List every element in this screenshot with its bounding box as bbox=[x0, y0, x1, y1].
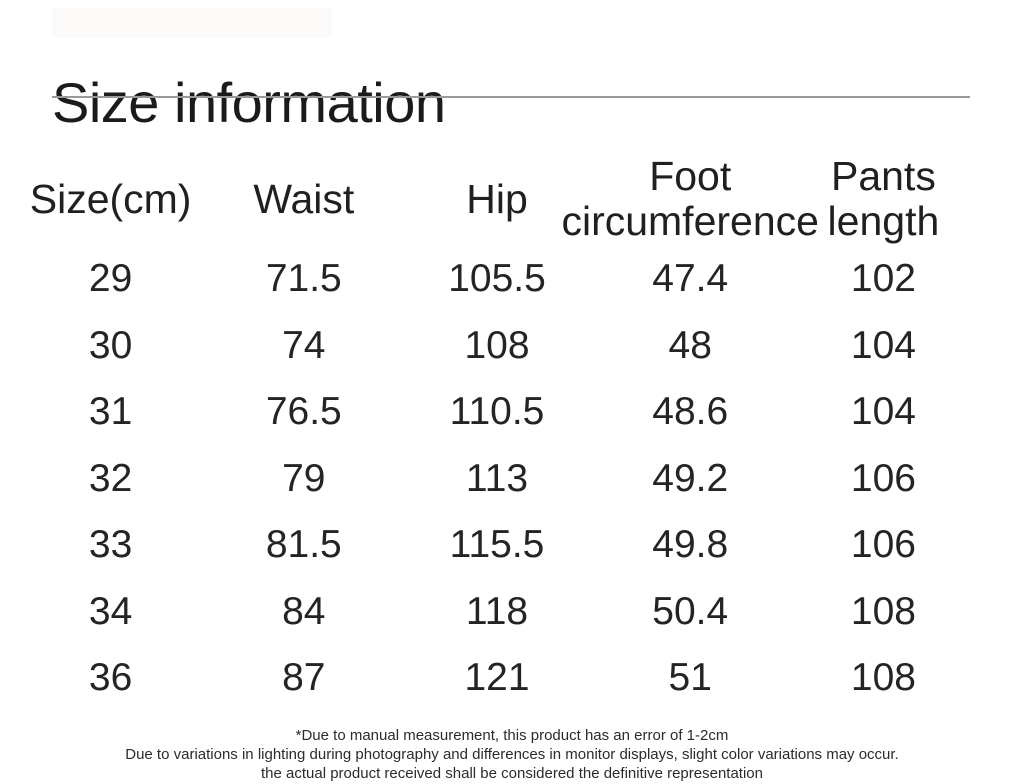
cell-pants-length: 104 bbox=[850, 323, 916, 367]
cell-hip: 113 bbox=[465, 456, 529, 500]
header-cell-hip: Hip bbox=[400, 175, 593, 222]
cell-foot-circumference: 49.2 bbox=[652, 456, 729, 500]
cell-waist: 84 bbox=[282, 589, 326, 633]
footnotes: *Due to manual measurement, this product… bbox=[0, 726, 1024, 783]
cell-foot-circumference: 48 bbox=[668, 323, 712, 367]
cell-waist: 79 bbox=[282, 456, 326, 500]
cell-size: 34 bbox=[88, 589, 133, 633]
table-row: 33 81.5 115.5 49.8 106 bbox=[14, 512, 980, 579]
cell-waist: 71.5 bbox=[265, 257, 342, 301]
header-cell-foot-circumference: Foot circumference bbox=[561, 153, 818, 244]
cell-hip: 121 bbox=[464, 656, 530, 700]
header-label: Waist bbox=[253, 175, 355, 222]
table-row: 36 87 121 51 108 bbox=[14, 645, 980, 712]
background-highlight-patch bbox=[52, 8, 332, 38]
header-label: length bbox=[827, 198, 940, 244]
cell-pants-length: 102 bbox=[850, 257, 916, 301]
table-header-row: Size(cm) Waist Hip Foot circumference Pa… bbox=[14, 152, 980, 246]
table-row: 29 71.5 105.5 47.4 102 bbox=[14, 246, 980, 313]
cell-pants-length: 106 bbox=[850, 523, 916, 567]
header-label: circumference bbox=[561, 198, 819, 244]
page-title: Size information bbox=[52, 70, 446, 134]
cell-waist: 87 bbox=[282, 656, 326, 700]
table-row: 34 84 118 50.4 108 bbox=[14, 579, 980, 646]
cell-hip: 105.5 bbox=[448, 257, 546, 301]
title-underline bbox=[52, 96, 970, 98]
cell-foot-circumference: 49.8 bbox=[652, 523, 729, 567]
cell-size: 33 bbox=[88, 523, 133, 567]
header-label: Pants bbox=[830, 153, 936, 199]
footnote-line: the actual product received shall be con… bbox=[261, 765, 763, 782]
cell-foot-circumference: 51 bbox=[668, 656, 712, 700]
cell-waist: 76.5 bbox=[265, 390, 342, 434]
cell-size: 32 bbox=[88, 456, 133, 500]
cell-size: 30 bbox=[88, 323, 133, 367]
cell-foot-circumference: 47.4 bbox=[652, 257, 729, 301]
header-label: Foot bbox=[649, 153, 732, 199]
cell-hip: 108 bbox=[464, 323, 530, 367]
header-cell-waist: Waist bbox=[207, 175, 400, 222]
footnote-line: Due to variations in lighting during pho… bbox=[125, 746, 899, 763]
cell-hip: 115.5 bbox=[449, 523, 545, 567]
table-row: 31 76.5 110.5 48.6 104 bbox=[14, 379, 980, 446]
cell-pants-length: 108 bbox=[850, 589, 916, 633]
cell-pants-length: 104 bbox=[850, 390, 916, 434]
table-row: 30 74 108 48 104 bbox=[14, 313, 980, 380]
header-cell-size: Size(cm) bbox=[14, 175, 207, 222]
cell-size: 29 bbox=[88, 257, 133, 301]
header-cell-pants-length: Pants length bbox=[787, 154, 980, 244]
header-label: Hip bbox=[466, 175, 528, 222]
cell-waist: 74 bbox=[282, 323, 326, 367]
cell-foot-circumference: 50.4 bbox=[652, 589, 729, 633]
cell-size: 36 bbox=[88, 656, 133, 700]
cell-pants-length: 108 bbox=[850, 656, 916, 700]
cell-foot-circumference: 48.6 bbox=[652, 390, 729, 434]
cell-size: 31 bbox=[88, 390, 133, 434]
footnote-line: *Due to manual measurement, this product… bbox=[295, 727, 729, 744]
table-row: 32 79 113 49.2 106 bbox=[14, 446, 980, 513]
header-label: Size(cm) bbox=[29, 175, 192, 222]
size-table: Size(cm) Waist Hip Foot circumference Pa… bbox=[14, 152, 980, 712]
cell-hip: 110.5 bbox=[449, 390, 545, 434]
cell-waist: 81.5 bbox=[265, 523, 342, 567]
cell-pants-length: 106 bbox=[850, 456, 916, 500]
cell-hip: 118 bbox=[465, 589, 529, 633]
